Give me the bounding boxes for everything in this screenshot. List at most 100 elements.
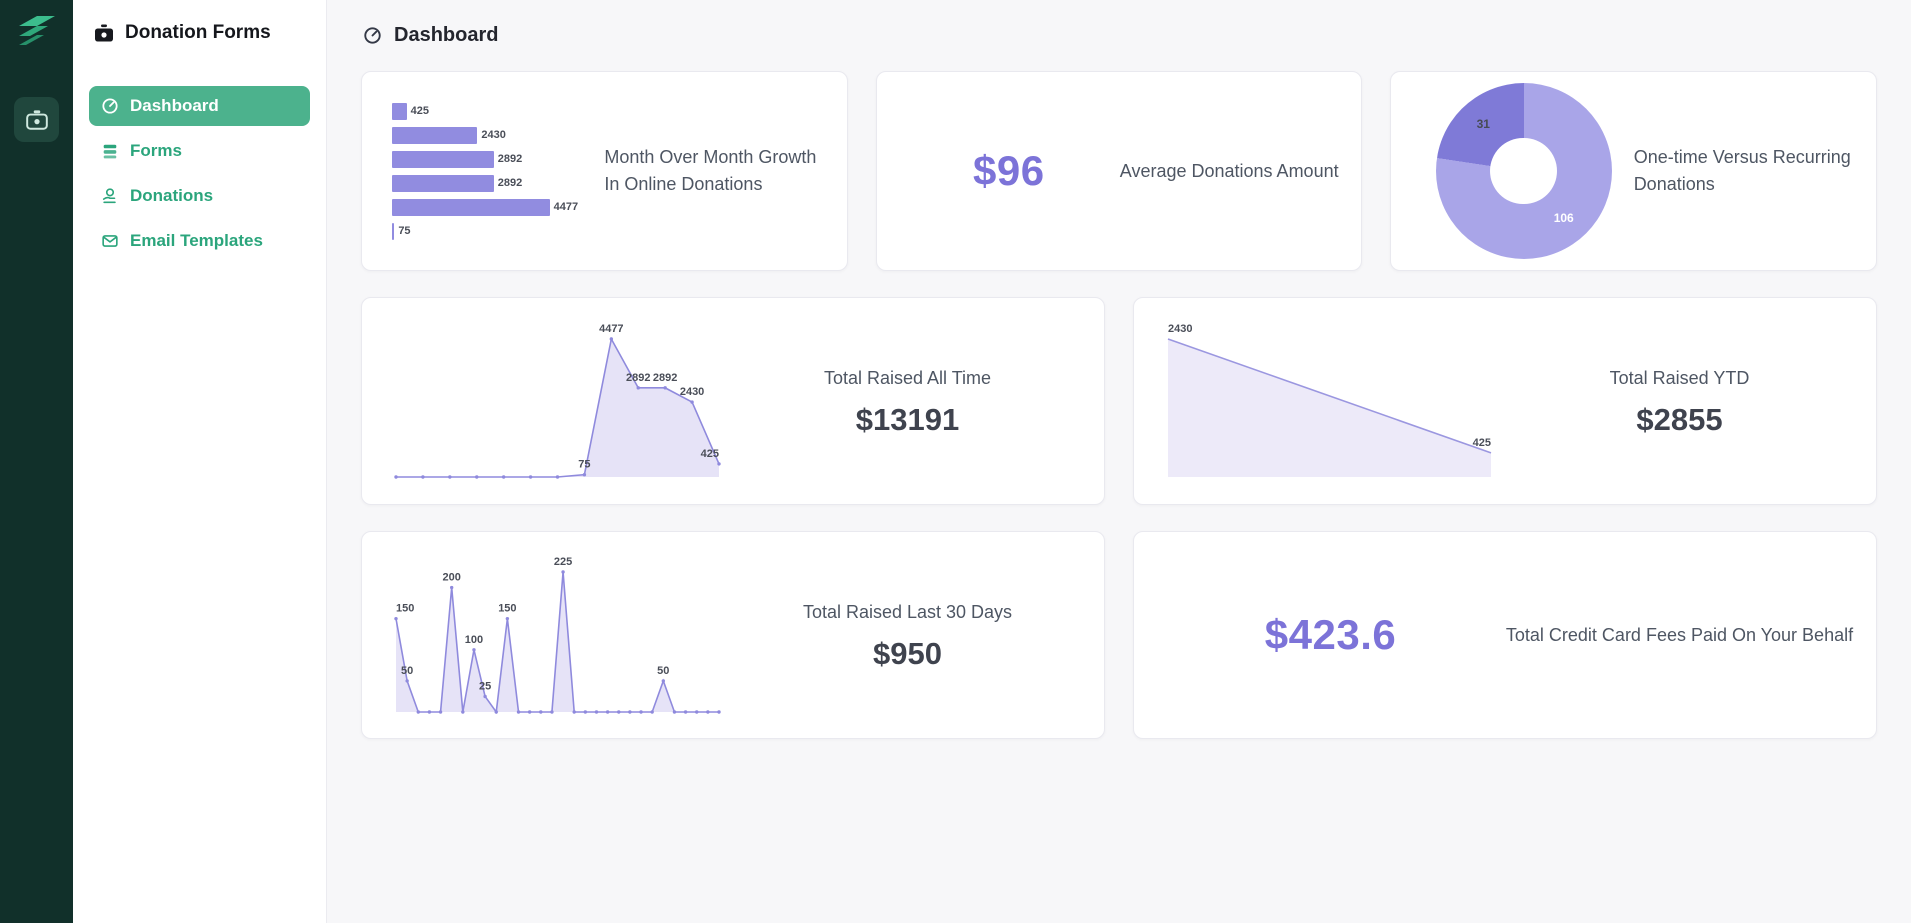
all-time-total-value: $13191 xyxy=(855,401,960,437)
sidebar-title: Donation Forms xyxy=(125,22,271,43)
icon-rail xyxy=(0,0,73,923)
nav-label: Forms xyxy=(130,141,182,160)
card-text-area: Total Raised YTD $2855 xyxy=(1505,365,1854,438)
sidebar-item-forms[interactable]: Forms xyxy=(89,131,310,171)
svg-text:2430: 2430 xyxy=(680,386,704,398)
bar-row: 4477 xyxy=(391,198,597,216)
main-content: Dashboard 425 2430 2892 2892 4477 75 Month Ov… xyxy=(327,0,1911,923)
all-time-area-chart: 75 4477 2892 2892 2430 425 xyxy=(386,317,731,485)
bar xyxy=(391,174,494,192)
nav-label: Dashboard xyxy=(130,96,219,115)
cards-row-1: 425 2430 2892 2892 4477 75 Month Over Month G… xyxy=(361,71,1878,271)
bar xyxy=(391,222,395,240)
donut-segment-label: 31 xyxy=(1476,117,1490,132)
svg-text:2430: 2430 xyxy=(1168,323,1192,335)
svg-text:225: 225 xyxy=(554,556,572,568)
bar-value-label: 75 xyxy=(398,225,411,237)
sidebar-header: Donation Forms xyxy=(93,22,306,44)
card-average-donation: $96 Average Donations Amount xyxy=(875,71,1363,271)
cards-row-2: 75 4477 2892 2892 2430 425 Total Raised All T… xyxy=(361,297,1877,505)
card-text-area: Total Credit Card Fees Paid On Your Beha… xyxy=(1505,622,1854,649)
svg-text:50: 50 xyxy=(401,665,413,677)
card-viz-area: 75 4477 2892 2892 2430 425 xyxy=(384,317,733,485)
sidebar-item-dashboard[interactable]: Dashboard xyxy=(89,86,310,126)
card-viz-area: $423.6 xyxy=(1156,611,1505,659)
donation-forms-icon xyxy=(95,24,113,42)
nav-label: Donations xyxy=(130,186,214,205)
svg-text:425: 425 xyxy=(1473,437,1491,449)
card-title: One-time Versus Recurring Donations xyxy=(1633,147,1851,194)
bar xyxy=(391,150,494,168)
svg-text:425: 425 xyxy=(701,448,719,460)
page-header: Dashboard xyxy=(363,24,1877,47)
svg-text:200: 200 xyxy=(443,572,461,584)
bar-row: 2430 xyxy=(391,126,597,144)
card-viz-area: 106 31 xyxy=(1413,83,1633,259)
ytd-area-chart: 2430 425 xyxy=(1158,317,1503,485)
svg-text:2892: 2892 xyxy=(653,372,677,384)
card-viz-area: $96 xyxy=(899,147,1119,195)
forms-icon xyxy=(101,142,119,160)
sidebar-item-donations[interactable]: Donations xyxy=(89,176,310,216)
bar-value-label: 2430 xyxy=(481,129,506,141)
card-cc-fees: $423.6 Total Credit Card Fees Paid On Yo… xyxy=(1133,531,1877,739)
chart-svg: 2430 425 xyxy=(1167,323,1492,477)
donut-hole xyxy=(1490,137,1557,205)
card-last-30-days: 150 50 200 100 25 150 225 50 Total Raised Last … xyxy=(361,531,1105,739)
card-text-area: Month Over Month Growth In Online Donati… xyxy=(604,144,824,198)
rail-item-donation-forms[interactable] xyxy=(14,97,59,142)
page-title: Dashboard xyxy=(394,24,499,46)
card-text-area: Total Raised Last 30 Days $950 xyxy=(733,599,1082,672)
donut-chart: 106 31 xyxy=(1435,83,1612,259)
cc-fees-value: $423.6 xyxy=(1264,611,1397,658)
app-logo[interactable] xyxy=(17,12,57,51)
card-viz-area: 2430 425 xyxy=(1156,317,1505,485)
card-viz-area: 150 50 200 100 25 150 225 50 xyxy=(384,550,733,720)
nav-label: Email Templates xyxy=(130,231,263,250)
bar-row: 75 xyxy=(391,222,597,240)
donations-icon xyxy=(101,187,119,205)
bar-row: 2892 xyxy=(391,150,597,168)
cards-row-3: 150 50 200 100 25 150 225 50 Total Raised Last … xyxy=(361,531,1877,739)
svg-text:25: 25 xyxy=(479,680,491,692)
app-logo-icon xyxy=(18,16,55,45)
card-viz-area: 425 2430 2892 2892 4477 75 xyxy=(384,102,604,240)
card-title: Month Over Month Growth In Online Donati… xyxy=(604,147,817,194)
sidebar: Donation Forms Dashboard Forms xyxy=(73,0,327,923)
card-text-area: Average Donations Amount xyxy=(1119,158,1339,185)
bar-value-label: 2892 xyxy=(497,153,523,165)
bar xyxy=(391,126,478,144)
donut-segment-label: 106 xyxy=(1553,210,1574,225)
card-total-all-time: 75 4477 2892 2892 2430 425 Total Raised All T… xyxy=(361,297,1105,505)
card-title: Total Raised Last 30 Days xyxy=(802,601,1013,622)
card-title: Total Raised All Time xyxy=(823,367,992,388)
bar xyxy=(391,198,550,216)
svg-text:50: 50 xyxy=(657,665,669,677)
card-title: Average Donations Amount xyxy=(1119,160,1339,181)
chart-svg: 150 50 200 100 25 150 225 50 xyxy=(394,556,721,715)
bar-row: 2892 xyxy=(391,174,597,192)
svg-text:75: 75 xyxy=(578,459,590,471)
bar-value-label: 425 xyxy=(410,105,430,117)
svg-text:100: 100 xyxy=(465,634,483,646)
email-icon xyxy=(101,232,119,250)
last-30-days-chart: 150 50 200 100 25 150 225 50 xyxy=(386,550,731,720)
svg-text:2892: 2892 xyxy=(626,372,650,384)
dashboard-header-icon xyxy=(363,26,382,45)
svg-text:4477: 4477 xyxy=(599,323,623,335)
card-onetime-vs-recurring: 106 31 One-time Versus Recurring Donation… xyxy=(1390,71,1878,271)
bar-row: 425 xyxy=(391,102,597,120)
svg-text:150: 150 xyxy=(498,603,516,615)
bar-value-label: 2892 xyxy=(497,177,523,189)
sidebar-nav: Dashboard Forms Donations xyxy=(89,86,310,261)
card-text-area: One-time Versus Recurring Donations xyxy=(1634,144,1854,198)
donation-box-icon xyxy=(25,109,48,130)
bar xyxy=(391,102,407,120)
card-title: Total Credit Card Fees Paid On Your Beha… xyxy=(1505,624,1854,645)
card-total-ytd: 2430 425 Total Raised YTD $2855 xyxy=(1133,297,1877,505)
dashboard-icon xyxy=(101,97,119,115)
card-title: Total Raised YTD xyxy=(1609,367,1750,388)
mom-growth-bar-chart: 425 2430 2892 2892 4477 75 xyxy=(391,102,597,240)
sidebar-item-email-templates[interactable]: Email Templates xyxy=(89,221,310,261)
